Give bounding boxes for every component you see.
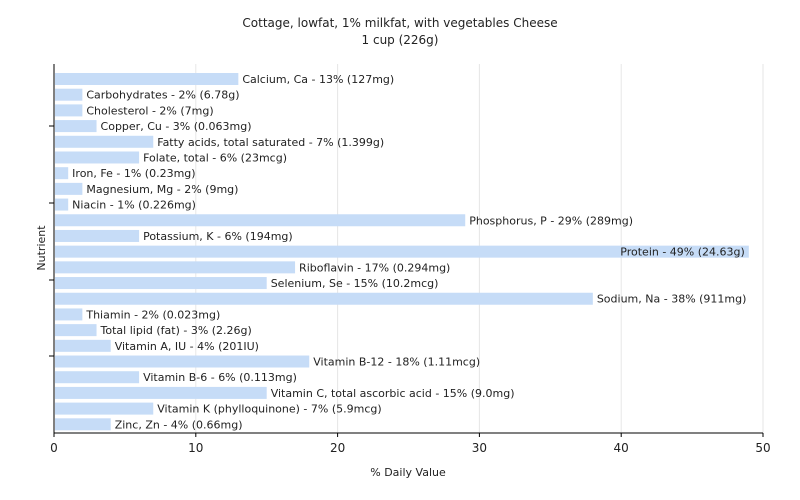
bar-label: Zinc, Zn - 4% (0.66mg)	[115, 418, 243, 431]
x-tick-label: 50	[755, 441, 770, 455]
bar	[55, 245, 749, 258]
bar	[55, 182, 83, 195]
bar-label: Vitamin B-6 - 6% (0.113mg)	[143, 371, 297, 384]
bar	[55, 135, 154, 148]
bar	[55, 292, 593, 305]
bar-label: Thiamin - 2% (0.023mg)	[85, 308, 220, 321]
bar	[55, 339, 111, 352]
bar	[55, 214, 466, 227]
x-tick-label: 30	[472, 441, 487, 455]
bar-label: Niacin - 1% (0.226mg)	[72, 199, 196, 212]
bar-label: Iron, Fe - 1% (0.23mg)	[72, 167, 195, 180]
bar	[55, 229, 140, 242]
bar-label: Vitamin C, total ascorbic acid - 15% (9.…	[271, 387, 515, 400]
bar	[55, 324, 97, 337]
bar	[55, 386, 267, 399]
bar	[55, 73, 239, 85]
bar-label: Folate, total - 6% (23mcg)	[143, 151, 287, 164]
bar	[55, 104, 83, 117]
bar	[55, 308, 83, 321]
bar-label: Calcium, Ca - 13% (127mg)	[242, 73, 394, 86]
bar	[55, 88, 83, 101]
bar	[55, 151, 140, 164]
bar-label: Fatty acids, total saturated - 7% (1.399…	[157, 136, 384, 149]
y-axis-label: Nutrient	[35, 225, 48, 271]
bar	[55, 120, 97, 133]
chart-title: Cottage, lowfat, 1% milkfat, with vegeta…	[242, 16, 557, 30]
x-axis-ticks: 0 10 20 30 40 50	[50, 433, 771, 455]
bar	[55, 418, 111, 431]
bar-label: Phosphorus, P - 29% (289mg)	[469, 214, 633, 227]
bar-label: Vitamin B-12 - 18% (1.11mcg)	[313, 356, 480, 369]
bar-label: Carbohydrates - 2% (6.78g)	[86, 89, 239, 102]
bar	[55, 198, 69, 211]
x-tick-label: 20	[330, 441, 345, 455]
bar-label: Sodium, Na - 38% (911mg)	[597, 293, 747, 306]
x-tick-label: 0	[50, 441, 58, 455]
bar-label: Selenium, Se - 15% (10.2mcg)	[271, 277, 439, 290]
bar	[55, 261, 296, 274]
bar	[55, 167, 69, 180]
bar-label: Cholesterol - 2% (7mg)	[86, 104, 213, 117]
bars: Calcium, Ca - 13% (127mg)Carbohydrates -…	[55, 73, 749, 431]
x-tick-label: 10	[188, 441, 203, 455]
x-axis-label: % Daily Value	[370, 466, 446, 479]
bar-label: Vitamin K (phylloquinone) - 7% (5.9mcg)	[157, 403, 381, 416]
y-axis-ticks	[49, 125, 54, 357]
x-tick-label: 40	[614, 441, 629, 455]
bar	[55, 277, 267, 290]
bar	[55, 371, 140, 384]
bar-label: Magnesium, Mg - 2% (9mg)	[86, 183, 238, 196]
bar-label: Potassium, K - 6% (194mg)	[143, 230, 293, 243]
bar-label: Copper, Cu - 3% (0.063mg)	[101, 120, 252, 133]
bar	[55, 402, 154, 415]
bar-label: Riboflavin - 17% (0.294mg)	[299, 261, 450, 274]
bar-label: Vitamin A, IU - 4% (201IU)	[115, 340, 259, 353]
bar	[55, 355, 310, 368]
chart-subtitle: 1 cup (226g)	[362, 33, 439, 47]
bar-label: Protein - 49% (24.63g)	[620, 246, 745, 259]
bar-label: Total lipid (fat) - 3% (2.26g)	[100, 324, 252, 337]
